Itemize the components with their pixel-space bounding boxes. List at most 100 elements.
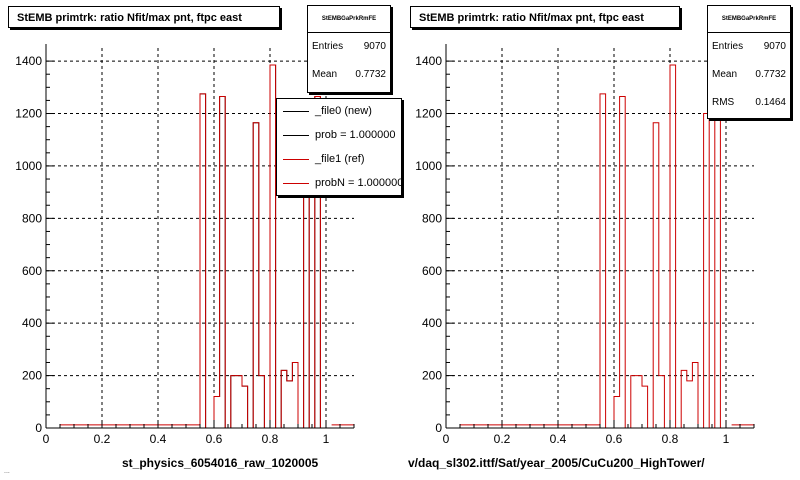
right-y-tick-label: 1000 [415, 159, 442, 173]
right-y-tick-label: 400 [422, 316, 442, 330]
left-stats-entries-label: Entries [312, 41, 344, 52]
right-series-0-bin [620, 96, 626, 428]
left-series-0-bin [259, 376, 265, 428]
left-series-0-bin [270, 65, 276, 428]
right-y-tick-label: 600 [422, 264, 442, 278]
left-stats-mean-label: Mean [312, 69, 338, 80]
left-series-0-bin [214, 397, 220, 428]
right-stats-entries-label: Entries [712, 41, 744, 52]
right-stats-mean-row: Mean 0.7732 [708, 61, 790, 89]
left-stats-entries-row: Entries 9070 [308, 33, 390, 61]
left-y-tick-label: 400 [22, 316, 42, 330]
right-x-tick-label: 1 [723, 432, 730, 446]
right-chart-title: StEMB primtrk: ratio Nfit/max pnt, ftpc … [410, 6, 680, 28]
left-series-1-bin [231, 376, 237, 428]
right-stats-rms-row: RMS 0.1464 [708, 89, 790, 117]
left-series-1-bin [287, 381, 293, 428]
left-series-0-bin [287, 381, 293, 428]
left-x-tick-label: 1 [323, 432, 330, 446]
left-x-tick-label: 0.4 [150, 432, 167, 446]
right-series-0-bin [715, 96, 721, 428]
right-series-0-bin [614, 397, 620, 428]
right-x-axis-label: v/daq_sl302.ittf/Sat/year_2005/CuCu200_H… [408, 456, 705, 470]
right-stats-mean-label: Mean [712, 69, 738, 80]
right-stats-box: StEMBGaPrkRmFE Entries 9070 Mean 0.7732 … [707, 5, 791, 119]
left-series-0-bin [242, 386, 248, 428]
left-stats-box: StEMBGaPrkRmFE Entries 9070 Mean 0.7732 [307, 5, 391, 93]
right-y-tick-label: 800 [422, 211, 442, 225]
left-y-tick-label: 200 [22, 369, 42, 383]
left-legend: _file0 (new) prob = 1.000000 _file1 (ref… [276, 98, 402, 196]
right-series-0-bin [636, 376, 642, 428]
left-series-0-bin [281, 370, 287, 428]
right-series-0-bin [681, 370, 687, 428]
legend-label-ref: _file1 (ref) [315, 153, 365, 165]
right-series-0-outline [599, 64, 732, 429]
left-y-tick-label: 0 [35, 421, 42, 435]
right-x-tick-label: 0.8 [662, 432, 679, 446]
right-y-tick-label: 1400 [415, 54, 442, 68]
legend-entry-ref: _file1 (ref) [277, 147, 401, 171]
right-series-0-bin [600, 94, 606, 428]
right-stats-entries-row: Entries 9070 [708, 33, 790, 61]
legend-line-ref [283, 159, 309, 160]
right-histogram-chart: 0 0.2 0.4 0.6 0.8 1 0 200 400 600 800 1000 1200 1400 [415, 44, 755, 446]
left-y-tick-label: 1400 [15, 54, 42, 68]
right-stats-mean-value: 0.7732 [755, 69, 786, 80]
right-stats-rms-label: RMS [712, 97, 735, 108]
legend-entry-prob: prob = 1.000000 [277, 123, 401, 147]
left-series-0-bin [220, 96, 226, 428]
left-series-1-bin [259, 376, 265, 428]
legend-label-probn: probN = 1.000000 [315, 177, 402, 189]
right-x-tick-label: 0.4 [550, 432, 567, 446]
left-stats-mean-value: 0.7732 [355, 69, 386, 80]
right-y-tick-label: 200 [422, 369, 442, 383]
legend-label-prob: prob = 1.000000 [315, 129, 396, 141]
left-series-0-bin [292, 362, 298, 428]
left-x-tick-label: 0 [43, 432, 50, 446]
right-stats-entries-value: 9070 [763, 41, 786, 52]
right-x-tick-label: 0.6 [606, 432, 623, 446]
left-series-1-bin [214, 397, 220, 428]
left-series-1-bin [253, 123, 259, 428]
right-stats-rms-value: 0.1464 [755, 97, 786, 108]
left-stats-entries-value: 9070 [363, 41, 386, 52]
left-x-tick-label: 0.6 [206, 432, 223, 446]
left-chart-title: StEMB primtrk: ratio Nfit/max pnt, ftpc … [8, 6, 280, 28]
left-y-tick-label: 1200 [15, 107, 42, 121]
left-series-1-bin [281, 370, 287, 428]
right-series-0-bin [670, 65, 676, 428]
left-histogram-chart: 0 0.2 0.4 0.6 0.8 1 0 200 400 600 800 1000 1200 1400 [15, 44, 355, 446]
left-y-tick-label: 1000 [15, 159, 42, 173]
legend-entry-new: _file0 (new) [277, 99, 401, 123]
left-series-0-bin [236, 376, 242, 428]
left-series-1-bin [200, 94, 206, 428]
left-stats-header: StEMBGaPrkRmFE [308, 6, 390, 33]
left-x-tick-label: 0.2 [94, 432, 111, 446]
right-y-tick-label: 1200 [415, 107, 442, 121]
left-series-1-bin [236, 376, 242, 428]
legend-line-new [283, 111, 309, 112]
left-x-tick-label: 0.8 [262, 432, 279, 446]
right-series-0-bin [687, 381, 693, 428]
left-x-axis-label: st_physics_6054016_raw_1020005 [122, 456, 319, 470]
legend-line-probn [283, 183, 309, 184]
legend-label-new: _file0 (new) [315, 105, 372, 117]
right-series-0-bin [659, 376, 665, 428]
right-x-tick-label: 0 [443, 432, 450, 446]
left-series-1-bin [220, 96, 226, 428]
left-series-1-bin [242, 386, 248, 428]
right-series-0-bin [653, 123, 659, 428]
left-series-1-bin [270, 65, 276, 428]
left-series-0-bin [231, 376, 237, 428]
left-stats-mean-row: Mean 0.7732 [308, 61, 390, 89]
left-y-tick-label: 800 [22, 211, 42, 225]
right-series-0-bin [692, 362, 698, 428]
footer-text: ... [4, 468, 10, 475]
right-y-tick-label: 0 [435, 421, 442, 435]
legend-entry-probn: probN = 1.000000 [277, 171, 401, 195]
right-series-0-bin [631, 376, 637, 428]
right-x-tick-label: 0.2 [494, 432, 511, 446]
left-series-0-bin [253, 123, 259, 428]
right-series-0-bin [642, 386, 648, 428]
